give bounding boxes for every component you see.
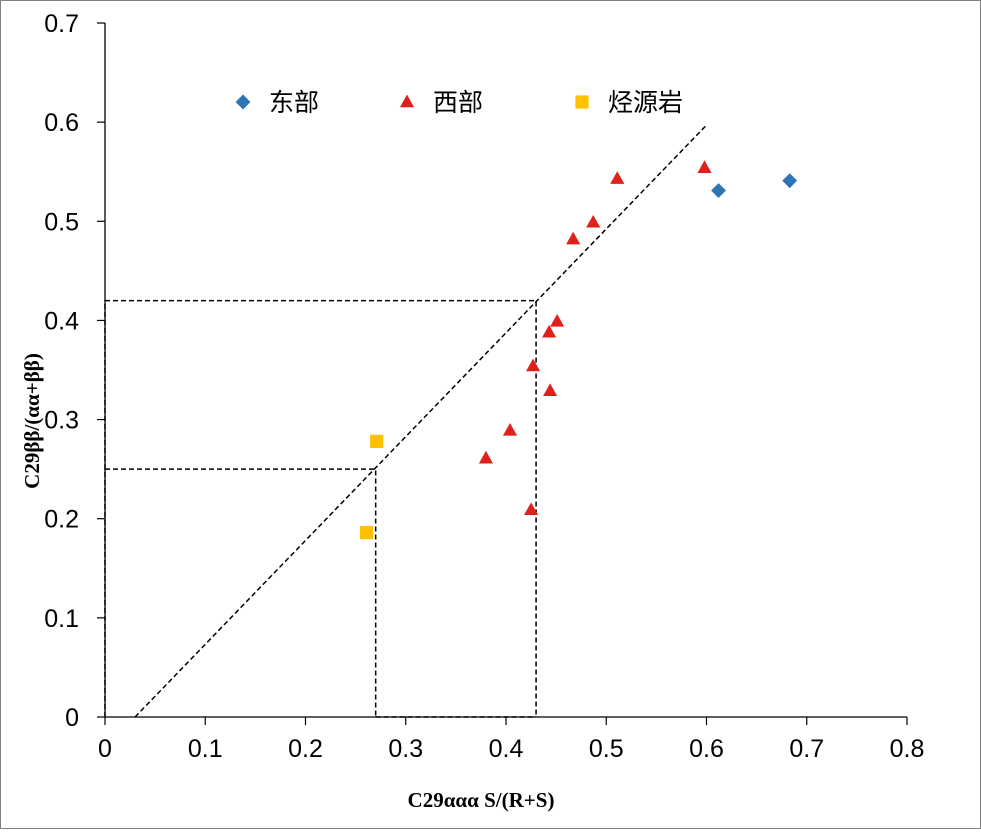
data-point-triangle: [478, 450, 494, 464]
data-point-triangle: [610, 171, 625, 184]
x-tick-label: 0.1: [188, 735, 223, 763]
legend-item: 西部: [399, 88, 483, 117]
x-tick-label: 0.3: [388, 735, 423, 763]
y-tick-label: 0.6: [44, 109, 79, 137]
data-point-triangle: [550, 313, 565, 327]
data-point-triangle: [543, 383, 558, 397]
reference-line: [105, 299, 537, 717]
data-point-triangle: [502, 423, 518, 436]
x-tick-label: 0.5: [589, 735, 624, 763]
x-tick-labels: 0 0.1 0.2 0.3 0.4 0.5 0.6 0.7 0.8: [98, 735, 924, 763]
data-point-diamond: [711, 183, 726, 198]
x-tick-label: 0.7: [789, 735, 824, 763]
data-point-triangle: [697, 160, 712, 173]
y-tick-label: 0.5: [44, 208, 79, 236]
x-axis-label: C29ααα S/(R+S): [408, 788, 555, 812]
data-points: [360, 160, 798, 540]
reference-lines: [104, 124, 708, 718]
legend-item: 烃源岩: [575, 88, 683, 117]
y-tick-label: 0.2: [44, 506, 79, 534]
legend-item: 东部: [235, 88, 319, 117]
legend-marker-diamond: [235, 94, 251, 110]
data-point-diamond: [782, 173, 798, 189]
y-tick-label: 0.7: [44, 10, 79, 38]
data-point-triangle: [523, 502, 539, 515]
data-point-triangle: [542, 324, 557, 338]
data-point-triangle: [566, 231, 581, 245]
y-tick-label: 0.3: [44, 407, 79, 435]
reference-line: [134, 124, 708, 718]
data-point-square: [360, 525, 374, 540]
y-tick-label: 0.4: [44, 307, 79, 335]
x-tick-label: 0.8: [890, 735, 925, 763]
legend-label: 东部: [269, 88, 319, 117]
legend-marker-triangle: [399, 94, 415, 108]
data-point-square: [370, 434, 384, 448]
y-tick-labels: 0 0.1 0.2 0.3 0.4 0.5 0.6 0.7: [44, 10, 79, 732]
legend-marker-square: [575, 95, 589, 109]
x-tick-label: 0: [98, 735, 112, 763]
reference-line: [105, 468, 377, 717]
x-tick-label: 0.2: [288, 735, 323, 763]
y-tick-label: 0: [65, 704, 79, 732]
legend-label: 烃源岩: [608, 88, 683, 117]
legend-label: 西部: [433, 88, 483, 117]
y-tick-label: 0.1: [44, 605, 79, 633]
legend: 东部 西部 烃源岩: [235, 88, 683, 117]
axes: [97, 22, 908, 725]
y-axis-label: C29ββ/(αα+ββ): [20, 353, 44, 489]
data-point-triangle: [525, 358, 541, 372]
x-tick-label: 0.4: [489, 735, 524, 763]
data-point-triangle: [586, 214, 601, 228]
x-tick-label: 0.6: [689, 735, 724, 763]
